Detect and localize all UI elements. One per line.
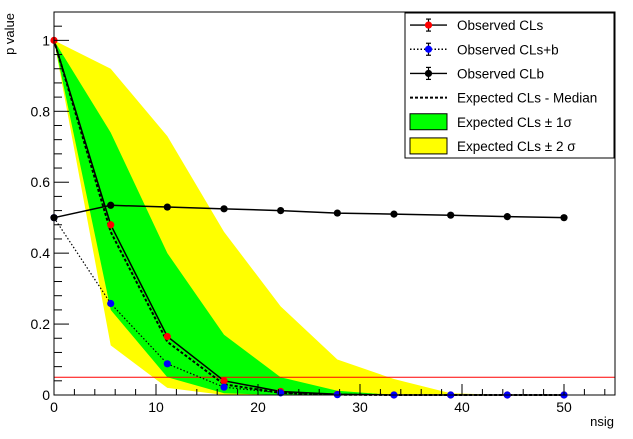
data-point-observed-cls-b <box>163 360 171 368</box>
data-point-observed-clb <box>560 214 568 222</box>
legend-swatch-expected-cls-1 <box>409 113 448 131</box>
legend-label-expected-cls-2: Expected CLs ± 2 σ <box>457 139 576 154</box>
x-axis-title: nsig <box>590 414 614 429</box>
legend-label-observed-cls-b: Observed CLs+b <box>457 42 559 57</box>
y-axis-title: p value <box>2 13 17 55</box>
data-point-observed-clb <box>107 201 115 209</box>
legend-marker-observed-clb <box>424 69 433 78</box>
plot-frame <box>53 11 616 396</box>
data-point-observed-cls <box>163 332 171 341</box>
legend-swatch-expected-cls-2 <box>409 137 448 155</box>
legend-label-observed-cls: Observed CLs <box>457 18 544 33</box>
x-tick-label: 20 <box>250 399 266 415</box>
data-point-observed-clb <box>220 205 228 213</box>
legend-label-expected-cls-1: Expected CLs ± 1σ <box>457 115 572 130</box>
legend-label-expected-cls-median: Expected CLs - Median <box>457 91 597 106</box>
y-tick-label: 0.8 <box>31 103 51 119</box>
legend-label-observed-clb: Observed CLb <box>457 66 544 81</box>
legend-marker-observed-cls-b <box>424 45 433 53</box>
data-point-observed-cls <box>107 221 115 229</box>
series-line-expected-cls-median <box>53 40 564 396</box>
axes-layer: 0 10 20 30 40 50 0 0.2 0.4 0.6 0.8 1 <box>31 11 606 415</box>
y-tick-label: 1 <box>42 32 50 48</box>
y-tick-label: 0 <box>42 387 50 403</box>
data-point-observed-clb <box>277 206 285 215</box>
data-point-observed-clb <box>163 203 171 211</box>
data-point-observed-clb <box>390 210 398 218</box>
legend: Observed CLs Observed CLs+b Observed CLb Ex… <box>404 12 615 159</box>
band-one-sigma <box>54 40 564 396</box>
legend-box <box>404 12 615 159</box>
data-point-observed-cls <box>220 377 228 385</box>
x-tick-label: 0 <box>50 399 58 415</box>
y-tick-label: 0.6 <box>31 174 51 190</box>
y-tick-label: 0.4 <box>31 245 51 261</box>
bands-layer <box>54 40 564 396</box>
data-point-observed-cls-b <box>107 299 115 308</box>
series-line-observed-clb <box>53 204 565 219</box>
x-tick-label: 50 <box>556 399 572 415</box>
data-point-observed-clb <box>503 213 511 221</box>
series-line-observed-cls-b <box>53 217 564 396</box>
legend-marker-observed-cls <box>424 21 433 29</box>
data-point-observed-clb <box>333 209 341 217</box>
x-tick-label: 40 <box>454 399 470 415</box>
data-point-observed-cls-b <box>220 383 228 391</box>
y-tick-label: 0.2 <box>31 316 51 332</box>
data-point-observed-clb <box>447 211 455 219</box>
x-tick-label: 10 <box>148 399 164 415</box>
x-tick-label: 30 <box>352 399 368 415</box>
